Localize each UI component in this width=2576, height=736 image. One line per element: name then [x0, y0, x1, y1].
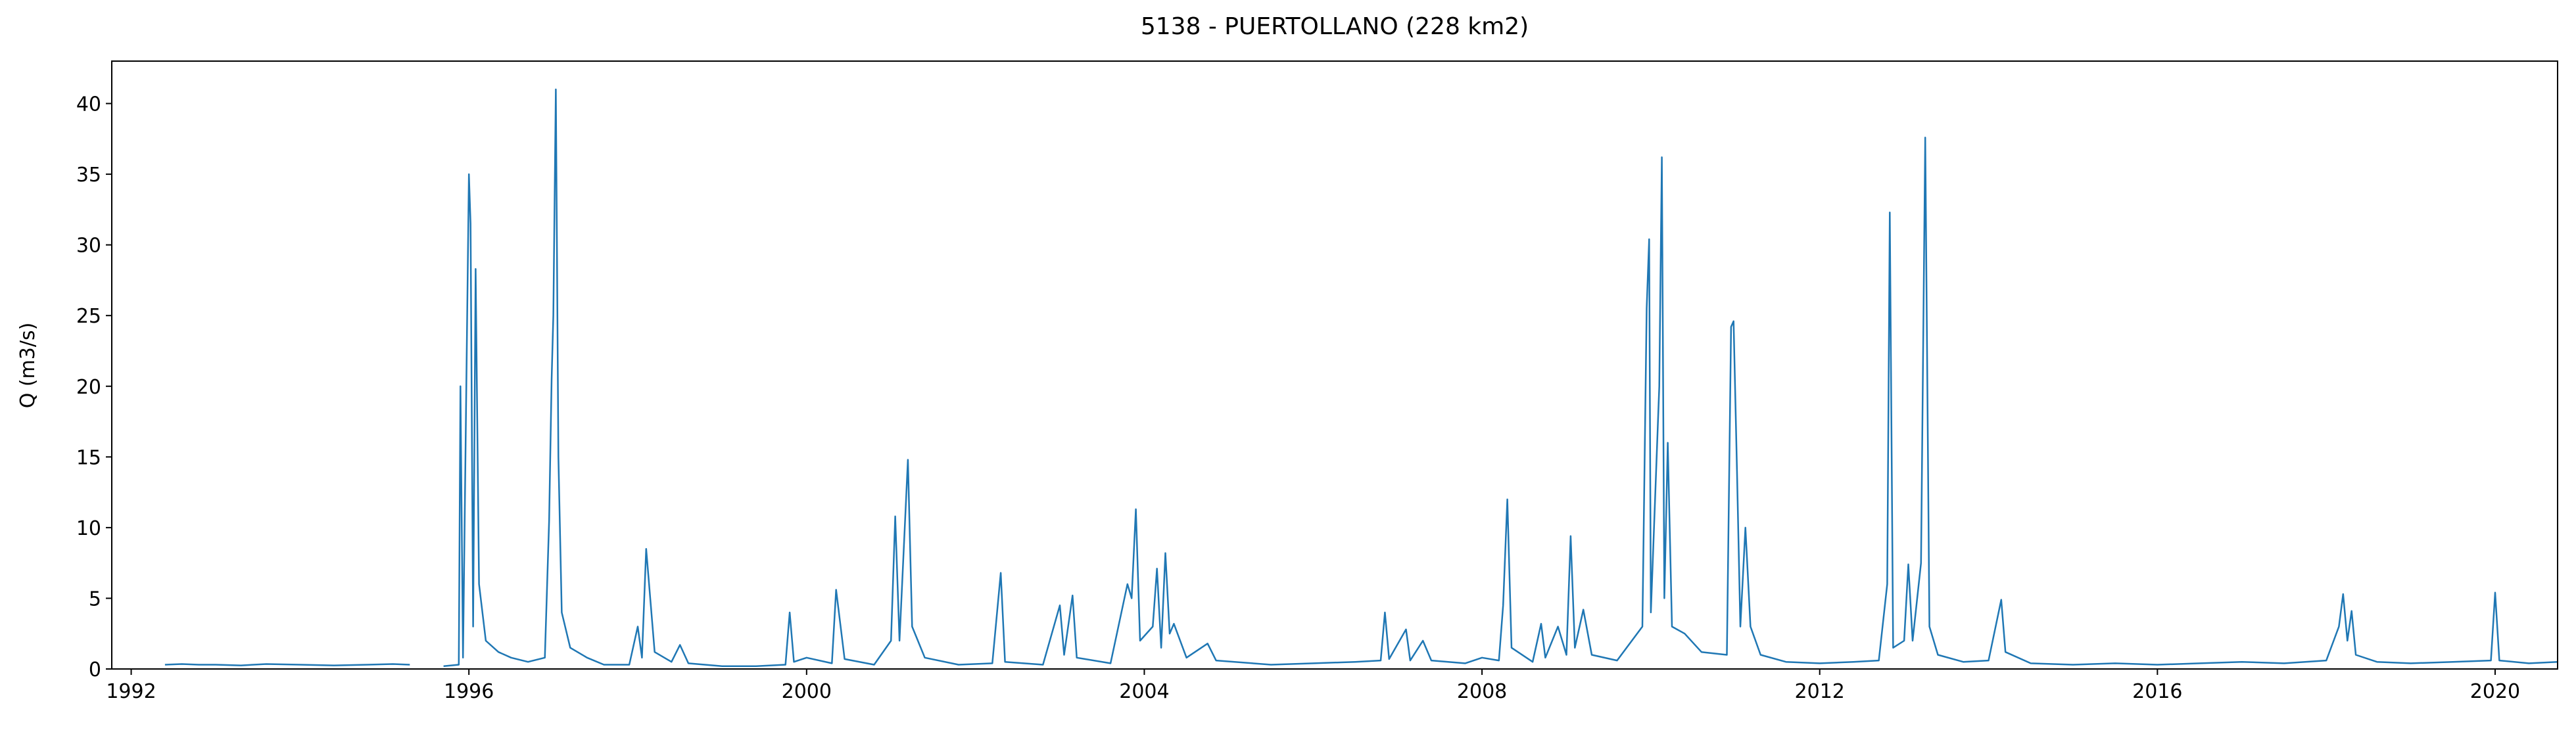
x-tick-label: 1992 — [106, 680, 156, 703]
x-tick-label: 1996 — [444, 680, 494, 703]
y-tick-label: 0 — [89, 658, 101, 681]
x-tick-label: 2016 — [2132, 680, 2182, 703]
y-axis-label: Q (m3/s) — [16, 323, 39, 409]
x-tick-label: 2004 — [1119, 680, 1169, 703]
y-tick-label: 5 — [89, 587, 101, 610]
x-tick-label: 2008 — [1457, 680, 1507, 703]
x-tick-label: 2020 — [2470, 680, 2520, 703]
chart-title: 5138 - PUERTOLLANO (228 km2) — [1141, 13, 1529, 40]
y-tick-label: 40 — [76, 93, 101, 116]
flow-line — [164, 88, 2558, 667]
x-tick-label: 2012 — [1795, 680, 1845, 703]
y-tick-label: 35 — [76, 164, 101, 187]
y-tick-label: 20 — [76, 376, 101, 399]
y-tick-label: 30 — [76, 235, 101, 258]
y-tick-label: 15 — [76, 446, 101, 469]
plot-frame — [111, 60, 2558, 670]
y-tick-label: 25 — [76, 305, 101, 328]
x-tick-label: 2000 — [782, 680, 832, 703]
y-tick-label: 10 — [76, 517, 101, 540]
